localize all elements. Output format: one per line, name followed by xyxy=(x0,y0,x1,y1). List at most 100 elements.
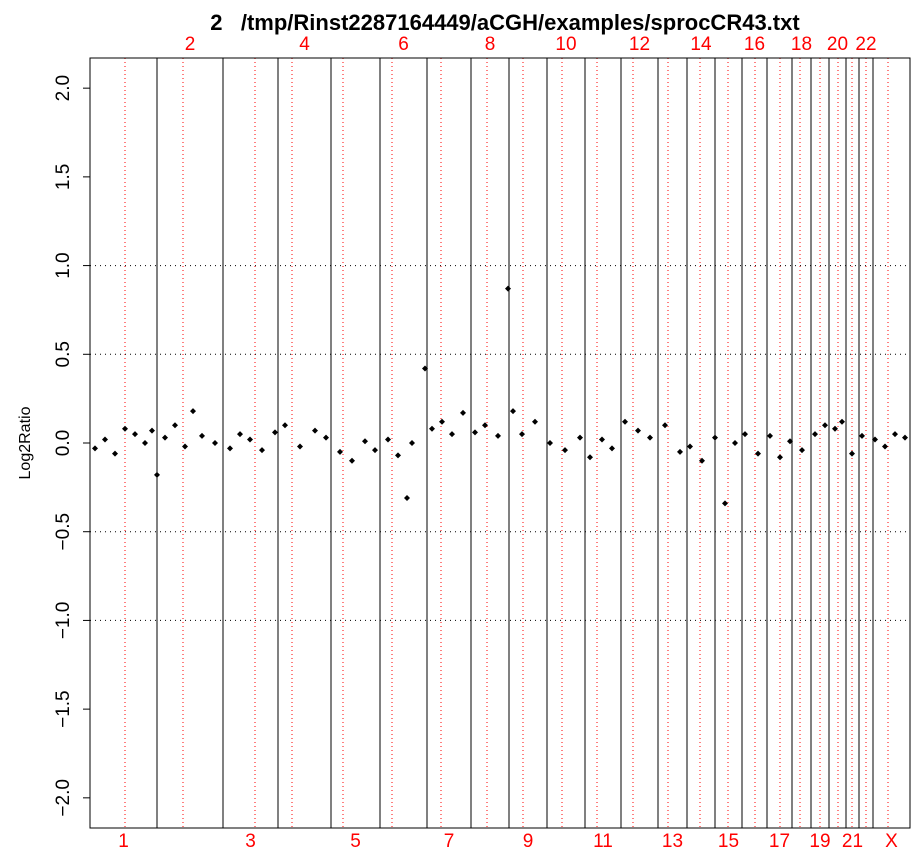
data-point xyxy=(839,418,845,425)
chromosome-label: 1 xyxy=(118,831,129,852)
y-tick-label: −0.5 xyxy=(53,513,74,551)
data-point xyxy=(132,431,138,438)
data-point xyxy=(892,431,898,438)
data-point xyxy=(832,425,838,432)
data-point xyxy=(237,431,243,438)
data-point xyxy=(272,429,278,436)
data-point xyxy=(519,431,525,438)
data-point xyxy=(162,434,168,441)
chromosome-label: X xyxy=(885,831,898,852)
y-tick-label: 0.0 xyxy=(53,430,74,456)
chromosome-label: 12 xyxy=(629,34,650,55)
chromosome-label: 19 xyxy=(809,831,830,852)
chromosome-label: 13 xyxy=(662,831,683,852)
data-point xyxy=(385,436,391,443)
chromosome-label: 10 xyxy=(555,34,576,55)
data-point xyxy=(154,471,160,478)
data-point xyxy=(799,447,805,454)
chromosome-label: 11 xyxy=(593,831,613,852)
data-point xyxy=(92,445,98,452)
data-point xyxy=(142,440,148,446)
data-point xyxy=(212,440,218,446)
chromosome-label: 6 xyxy=(398,34,409,55)
data-point xyxy=(460,409,466,416)
chromosome-label: 2 xyxy=(185,34,196,55)
data-point xyxy=(422,365,428,372)
data-point xyxy=(547,440,553,446)
chromosome-label: 3 xyxy=(245,831,256,852)
data-point xyxy=(472,429,478,436)
data-point xyxy=(677,448,683,455)
chromosome-label: 8 xyxy=(485,34,496,55)
data-point xyxy=(297,443,303,450)
data-point xyxy=(323,434,329,441)
chromosome-label: 21 xyxy=(842,831,863,852)
data-point xyxy=(635,427,641,434)
data-point xyxy=(647,434,653,441)
data-point xyxy=(149,427,155,434)
y-tick-label: −1.5 xyxy=(53,690,74,728)
data-point xyxy=(182,443,188,450)
data-point xyxy=(227,445,233,452)
data-point xyxy=(712,434,718,441)
data-point xyxy=(190,408,196,415)
y-tick-label: −1.0 xyxy=(53,602,74,640)
y-tick-label: −2.0 xyxy=(53,779,74,817)
data-point xyxy=(247,436,253,443)
data-point xyxy=(532,418,538,425)
data-point xyxy=(767,432,773,439)
chromosome-label: 22 xyxy=(855,34,876,55)
data-point xyxy=(882,443,888,450)
data-point xyxy=(362,438,368,445)
data-point xyxy=(282,422,288,429)
chromosome-label: 4 xyxy=(299,34,310,55)
data-point xyxy=(172,422,178,429)
chromosome-label: 16 xyxy=(744,34,765,55)
data-point xyxy=(372,447,378,454)
data-point xyxy=(812,431,818,438)
plot-frame xyxy=(89,57,911,829)
data-point xyxy=(409,440,415,446)
data-point xyxy=(439,418,445,425)
chromosome-label: 18 xyxy=(791,34,812,55)
data-point xyxy=(687,443,693,450)
data-point xyxy=(859,432,865,439)
data-point xyxy=(312,427,318,434)
data-point xyxy=(562,447,568,454)
data-point xyxy=(102,436,108,443)
data-point xyxy=(429,425,435,432)
data-point xyxy=(587,454,593,461)
data-point xyxy=(349,457,355,464)
data-point xyxy=(577,434,583,441)
y-tick-label: 1.5 xyxy=(53,164,74,190)
data-point xyxy=(822,422,828,429)
data-point xyxy=(510,408,516,415)
chromosome-label: 20 xyxy=(827,34,848,55)
y-tick-label: 1.0 xyxy=(53,252,74,278)
data-point xyxy=(742,431,748,438)
chromosome-label: 9 xyxy=(523,831,534,852)
chromosome-label: 14 xyxy=(690,34,712,55)
data-point xyxy=(122,425,128,432)
chromosome-label: 15 xyxy=(718,831,739,852)
chromosome-label: 17 xyxy=(769,831,790,852)
data-point xyxy=(787,438,793,445)
data-point xyxy=(609,445,615,452)
y-axis-label: Log2Ratio xyxy=(17,406,34,479)
data-point xyxy=(337,448,343,455)
data-point xyxy=(849,450,855,457)
chromosome-label: 7 xyxy=(444,831,455,852)
data-point xyxy=(662,422,668,429)
chromosome-label: 5 xyxy=(350,831,361,852)
data-point xyxy=(622,418,628,425)
data-point xyxy=(259,447,265,454)
data-point xyxy=(112,450,118,457)
data-point xyxy=(777,454,783,461)
data-point xyxy=(755,450,761,457)
data-point xyxy=(902,434,908,441)
data-point xyxy=(199,432,205,439)
y-tick-label: 0.5 xyxy=(53,341,74,367)
data-point xyxy=(505,285,511,292)
data-point xyxy=(599,436,605,443)
